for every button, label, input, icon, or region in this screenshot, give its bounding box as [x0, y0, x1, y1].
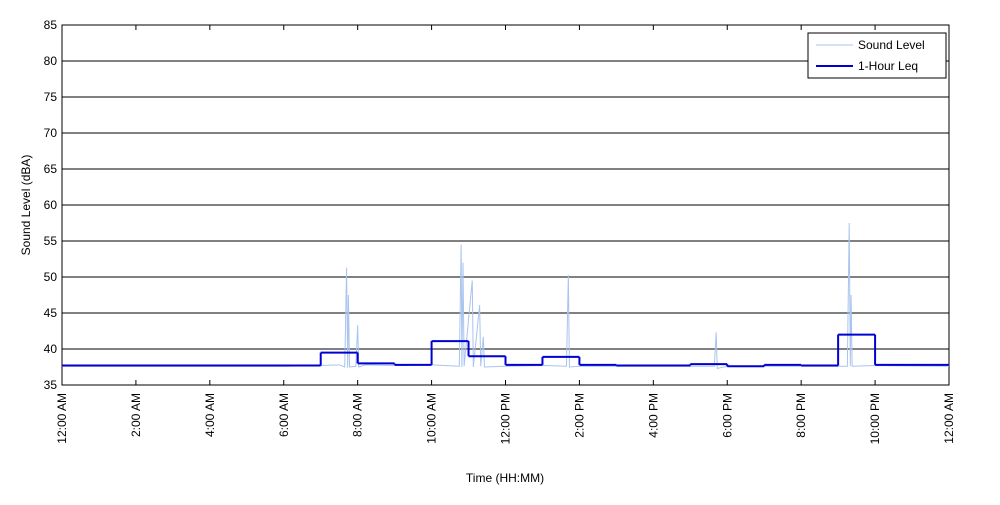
y-axis-label: Sound Level (dBA)	[19, 155, 33, 256]
y-tick-label: 50	[44, 270, 58, 284]
plot-frame	[61, 24, 950, 386]
x-axis-label: Time (HH:MM)	[466, 471, 544, 485]
x-tick-label: 12:00 PM	[499, 393, 513, 444]
y-tick-label: 35	[44, 378, 58, 392]
legend-label: 1-Hour Leq	[858, 59, 918, 73]
x-tick-label: 12:00 AM	[942, 393, 956, 444]
x-tick-label: 2:00 PM	[572, 393, 586, 438]
x-tick-label: 6:00 PM	[720, 393, 734, 438]
y-tick-label: 65	[44, 162, 58, 176]
legend-box	[807, 32, 947, 79]
x-tick-label: 6:00 AM	[277, 393, 291, 437]
x-tick-label: 4:00 PM	[646, 393, 660, 438]
y-tick-label: 85	[44, 18, 58, 32]
x-tick-label: 8:00 PM	[794, 393, 808, 438]
y-tick-label: 40	[44, 342, 58, 356]
x-tick-label: 12:00 AM	[55, 393, 69, 444]
x-tick-label: 10:00 PM	[868, 393, 882, 444]
x-tick-label: 8:00 AM	[351, 393, 365, 437]
x-tick-label: 10:00 AM	[425, 393, 439, 444]
y-tick-label: 60	[44, 198, 58, 212]
legend-label: Sound Level	[858, 38, 925, 52]
y-tick-label: 45	[44, 306, 58, 320]
y-tick-label: 55	[44, 234, 58, 248]
x-tick-label: 4:00 AM	[203, 393, 217, 437]
y-tick-label: 75	[44, 90, 58, 104]
y-tick-label: 80	[44, 54, 58, 68]
x-tick-label: 2:00 AM	[129, 393, 143, 437]
y-tick-label: 70	[44, 126, 58, 140]
